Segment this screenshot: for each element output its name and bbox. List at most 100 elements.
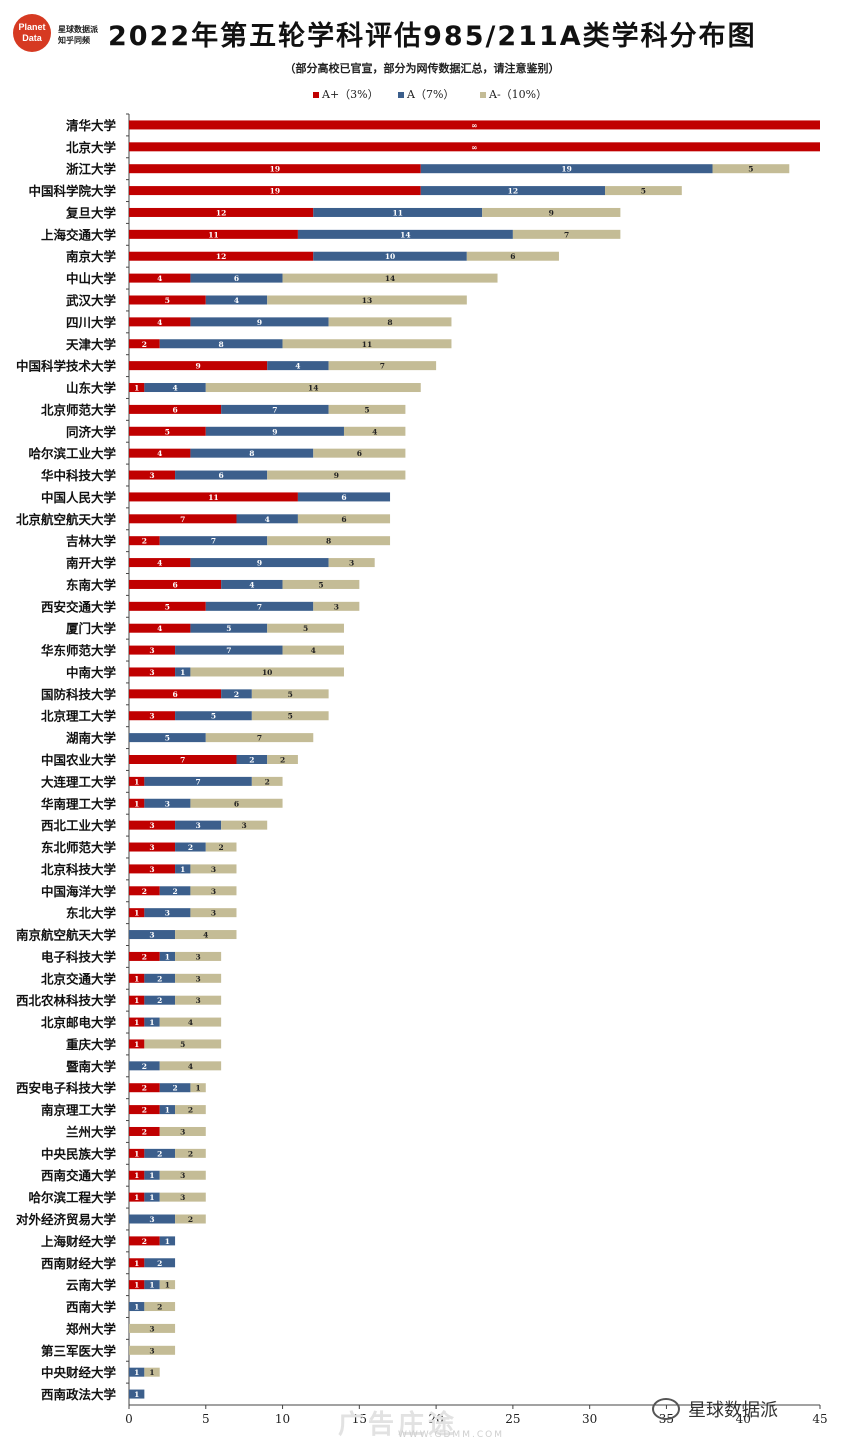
category-label: 天津大学	[66, 337, 117, 352]
data-label: 19	[561, 165, 571, 174]
data-label: 1	[134, 1018, 139, 1027]
bar-segment	[129, 1192, 145, 1202]
data-label: 3	[242, 821, 247, 830]
bar-segment	[129, 842, 176, 852]
data-label: 4	[372, 427, 377, 436]
bar-segment	[420, 186, 606, 196]
data-label: 2	[188, 1215, 193, 1224]
bar-segment	[159, 1017, 222, 1027]
bar-segment	[129, 361, 268, 371]
bar-segment	[129, 1302, 145, 1312]
data-label: 3	[165, 799, 170, 808]
category-label: 南京大学	[66, 249, 117, 264]
data-label: 2	[219, 843, 224, 852]
legend-swatch	[398, 92, 404, 98]
data-label: 3	[211, 887, 216, 896]
category-label: 北京师范大学	[41, 402, 117, 417]
category-label: 中央民族大学	[41, 1146, 117, 1161]
bar-segment	[129, 645, 176, 655]
category-label: 上海交通大学	[41, 227, 117, 242]
category-label: 国防科技大学	[41, 687, 117, 702]
bar-segment	[328, 558, 375, 568]
bar-segment	[159, 1083, 191, 1093]
bar-segment	[190, 317, 329, 327]
category-label: 东南大学	[66, 577, 117, 592]
bar-segment	[190, 864, 237, 874]
data-label: 2	[142, 537, 147, 546]
category-label: 华东师范大学	[41, 643, 117, 658]
bar-segment	[466, 251, 559, 261]
data-label: 2	[142, 1084, 147, 1093]
data-label: 5	[165, 602, 170, 611]
bar-segment	[129, 1017, 145, 1027]
legend-swatch	[480, 92, 486, 98]
data-label: 1	[180, 865, 185, 874]
x-tick-label: 20	[428, 1412, 443, 1426]
bar-segment	[129, 623, 191, 633]
bar-segment	[267, 295, 467, 305]
data-label: 3	[149, 471, 154, 480]
bar-segment	[129, 1258, 145, 1268]
bar-segment	[129, 383, 145, 393]
data-label: 1	[165, 1281, 170, 1290]
data-label: 3	[180, 1193, 185, 1202]
data-label: 6	[510, 252, 515, 261]
bar-segment	[159, 1236, 176, 1246]
bar-segment	[129, 1039, 145, 1049]
data-label: 11	[208, 230, 218, 239]
bar-segment	[129, 886, 160, 896]
x-tick-label: 5	[202, 1412, 210, 1426]
bar-segment	[144, 1192, 160, 1202]
bar-segment	[129, 164, 421, 174]
category-label: 北京科技大学	[41, 862, 117, 877]
data-label: 2	[142, 1106, 147, 1115]
data-label: 12	[216, 252, 226, 261]
data-label: 8	[387, 318, 392, 327]
x-tick-label: 10	[275, 1412, 290, 1426]
data-label: 2	[142, 952, 147, 961]
data-label: 3	[349, 559, 354, 568]
data-label: 2	[142, 887, 147, 896]
bar-segment	[175, 951, 222, 961]
bar-segment	[144, 1258, 176, 1268]
data-label: 9	[195, 362, 200, 371]
bar-segment	[129, 930, 176, 940]
category-label: 西安交通大学	[41, 599, 117, 614]
data-label: 19	[270, 187, 280, 196]
data-label: 5	[303, 624, 308, 633]
category-label: 中国科学技术大学	[16, 359, 117, 374]
bar-segment	[129, 667, 176, 677]
data-label: 3	[195, 952, 200, 961]
bar-segment	[129, 1280, 145, 1290]
bar-segment	[144, 973, 176, 983]
category-label: 电子科技大学	[41, 949, 117, 964]
bar-segment	[129, 579, 222, 589]
data-label: 1	[134, 1368, 139, 1377]
data-label: 3	[149, 865, 154, 874]
data-label: 1	[134, 1193, 139, 1202]
bar-segment	[205, 426, 344, 436]
bar-segment	[190, 1083, 206, 1093]
bar-segment	[129, 1170, 145, 1180]
account-name: 星球数据派	[688, 1400, 778, 1421]
category-label: 北京邮电大学	[41, 1015, 117, 1030]
bar-segment	[129, 1148, 145, 1158]
bar-segment	[175, 1214, 206, 1224]
bar-segment	[297, 514, 391, 524]
data-label: 2	[142, 1237, 147, 1246]
data-label: 1	[165, 1106, 170, 1115]
data-label: 6	[172, 690, 177, 699]
data-label: 5	[165, 734, 170, 743]
bar-segment	[144, 1170, 160, 1180]
bar-segment	[190, 798, 283, 808]
data-label: 2	[157, 1259, 162, 1268]
bar-segment	[282, 339, 452, 349]
data-label: 3	[149, 843, 154, 852]
data-label: 4	[157, 559, 162, 568]
data-label: 6	[234, 274, 239, 283]
data-label: 1	[165, 952, 170, 961]
data-label: 3	[149, 712, 154, 721]
bar-segment	[251, 689, 329, 699]
category-label: 西北农林科技大学	[16, 993, 117, 1008]
data-label: 4	[157, 318, 162, 327]
